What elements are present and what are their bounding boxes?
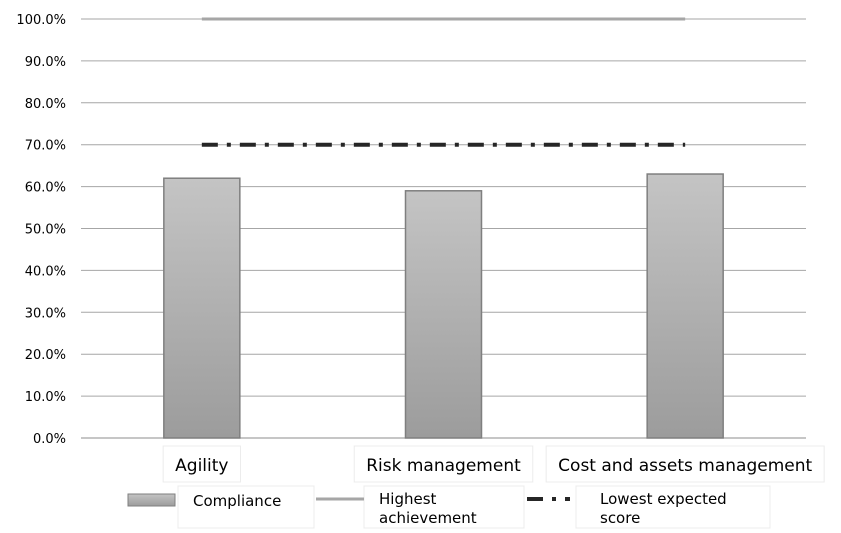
y-tick-label: 50.0%: [25, 223, 66, 238]
y-tick-label: 40.0%: [25, 264, 66, 279]
bar-compliance: [404, 190, 483, 439]
x-category-label: Risk management: [366, 456, 521, 476]
legend-label: Compliance: [193, 492, 281, 510]
legend-entry-box: [177, 485, 315, 529]
legend-label: Lowest expected: [600, 490, 727, 508]
bars: [163, 173, 724, 439]
y-tick-label: 30.0%: [25, 306, 66, 321]
legend-label: score: [600, 509, 640, 527]
x-category-box: [353, 445, 534, 483]
reference-lines: [201, 17, 686, 147]
y-tick-label: 80.0%: [25, 97, 66, 112]
x-axis-categories: Agility Risk management Cost and assets ma…: [162, 445, 825, 483]
x-category-box: [162, 445, 241, 483]
legend-swatch-compliance: [127, 493, 176, 507]
x-category-box: [545, 445, 825, 483]
legend-entry-box: [363, 485, 525, 529]
legend-label: achievement: [379, 509, 477, 527]
y-tick-label: 100.0%: [16, 13, 66, 28]
legend-label: Highest: [379, 490, 437, 508]
x-category-label: Agility: [175, 456, 228, 476]
y-axis-ticks: 0.0% 10.0% 20.0% 30.0% 40.0% 50.0% 60.0% 70.0% 8…: [16, 13, 66, 447]
y-tick-label: 10.0%: [25, 390, 66, 405]
y-tick-label: 20.0%: [25, 348, 66, 363]
y-tick-label: 0.0%: [33, 432, 66, 447]
bar-compliance: [646, 173, 724, 439]
y-tick-label: 90.0%: [25, 55, 66, 70]
legend-entry-box: [575, 485, 771, 529]
bar-compliance: [163, 177, 241, 439]
y-tick-label: 70.0%: [25, 139, 66, 154]
y-tick-label: 60.0%: [25, 181, 66, 196]
x-category-label: Cost and assets management: [558, 456, 812, 476]
